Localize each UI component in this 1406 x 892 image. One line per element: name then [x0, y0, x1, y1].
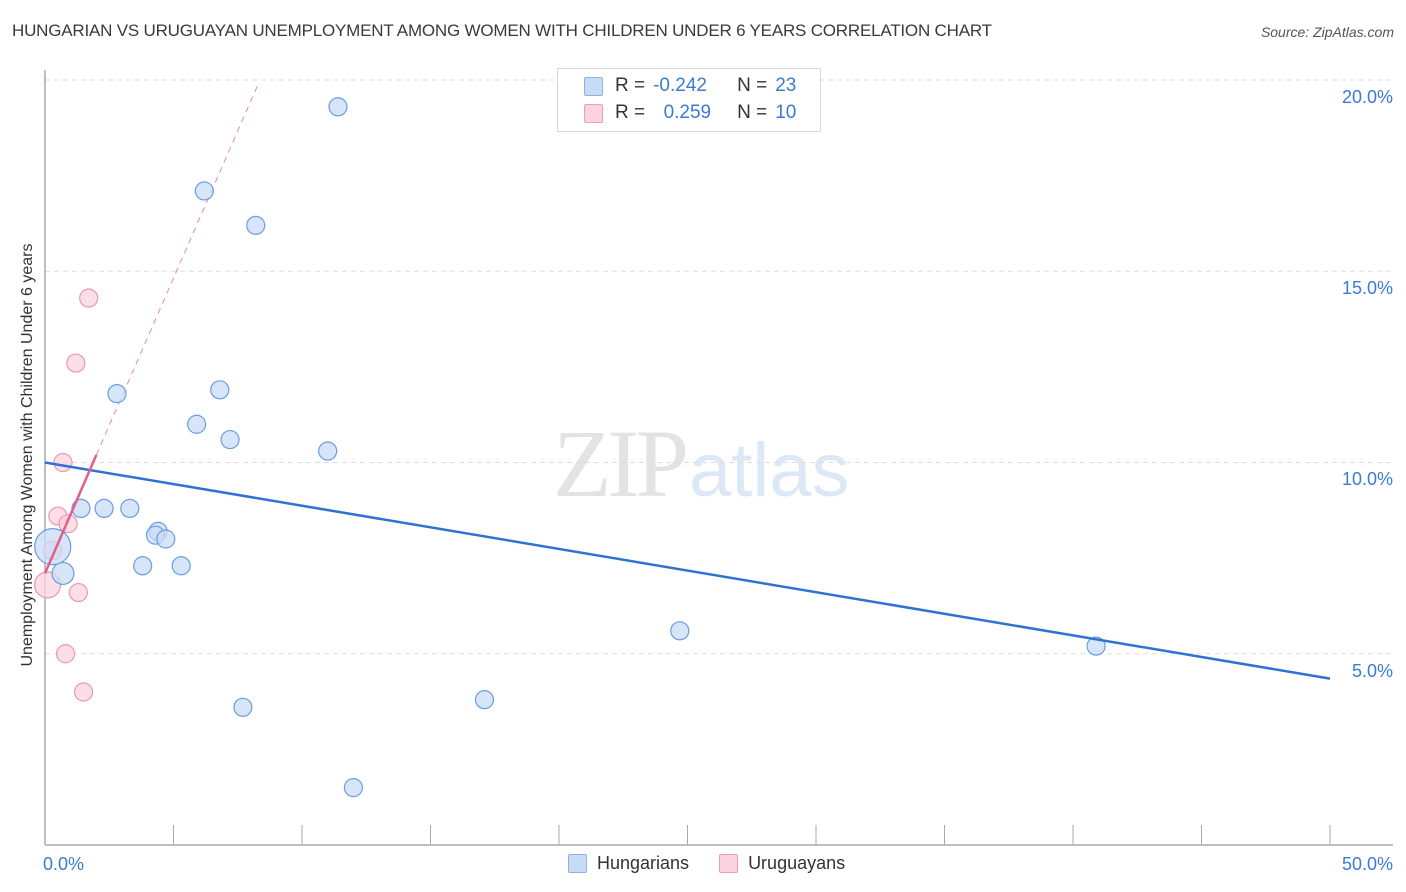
hungarian-point	[34, 528, 72, 566]
n-value: 23	[775, 75, 797, 96]
y-axis-label: Unemployment Among Women with Children U…	[19, 243, 36, 667]
hungarian-point	[210, 380, 230, 400]
n-value: 10	[775, 102, 797, 123]
series-legend: Hungarians Uruguayans	[568, 853, 875, 874]
uruguayan-point	[55, 644, 76, 664]
hungarian-point	[220, 429, 240, 450]
correlation-legend: R = -0.242 N = 23 R = 0.259 N = 10	[557, 68, 821, 132]
uruguayan-point	[53, 452, 73, 473]
y-tick-15: 15.0%	[1341, 278, 1393, 298]
uruguayans-trend-line	[43, 454, 98, 574]
uruguayans-legend-icon	[719, 854, 739, 873]
hungarian-point	[328, 97, 348, 117]
x-tick-min: 0.0%	[43, 854, 85, 874]
hungarian-point	[94, 498, 114, 518]
hungarians-trend-line	[44, 461, 1331, 680]
r-value: -0.242	[653, 75, 707, 96]
source-credit: Source: ZipAtlas.com	[1260, 24, 1394, 40]
y-tick-10: 10.0%	[1341, 469, 1393, 489]
r-label: R =	[615, 102, 646, 123]
hungarian-point	[233, 697, 253, 717]
legend-label-hungarians: Hungarians	[597, 853, 690, 873]
uruguayan-point	[73, 682, 94, 702]
uruguayan-point	[79, 288, 99, 308]
hungarian-point	[187, 414, 207, 434]
hungarian-point	[156, 529, 176, 549]
hungarians-swatch-icon	[584, 76, 603, 96]
legend-row-uruguayans: R = 0.259 N = 10	[584, 102, 796, 124]
hungarian-point	[107, 384, 127, 404]
hungarian-point	[474, 690, 495, 710]
hungarian-point	[1086, 636, 1106, 656]
y-tick-5: 5.0%	[1351, 661, 1393, 681]
legend-item-hungarians[interactable]: Hungarians	[568, 853, 689, 874]
hungarians-legend-icon	[568, 854, 587, 873]
hungarian-point	[318, 441, 338, 461]
hungarian-point	[343, 778, 363, 798]
uruguayan-point	[66, 353, 86, 373]
x-tick-max: 50.0%	[1341, 854, 1393, 874]
n-label: N =	[737, 102, 768, 123]
legend-item-uruguayans[interactable]: Uruguayans	[719, 853, 845, 874]
hungarian-point	[171, 556, 191, 576]
watermark-atlas: atlas	[689, 428, 850, 513]
hungarian-point	[670, 621, 690, 641]
hungarian-point	[51, 561, 75, 586]
r-label: R =	[615, 75, 646, 96]
r-value: 0.259	[663, 102, 712, 123]
legend-label-uruguayans: Uruguayans	[748, 853, 846, 873]
zipatlas-watermark: ZIPatlas	[553, 408, 850, 519]
hungarian-point	[246, 215, 266, 235]
chart-title: HUNGARIAN VS URUGUAYAN UNEMPLOYMENT AMON…	[12, 21, 992, 40]
hungarian-point	[133, 556, 153, 576]
y-tick-20: 20.0%	[1341, 87, 1393, 107]
uruguayan-point	[68, 582, 89, 603]
hungarian-point	[194, 181, 214, 201]
hungarian-point	[120, 498, 140, 518]
watermark-zip: ZIP	[553, 410, 689, 517]
legend-row-hungarians: R = -0.242 N = 23	[584, 75, 796, 97]
n-label: N =	[737, 75, 768, 96]
uruguayans-swatch-icon	[584, 103, 603, 123]
